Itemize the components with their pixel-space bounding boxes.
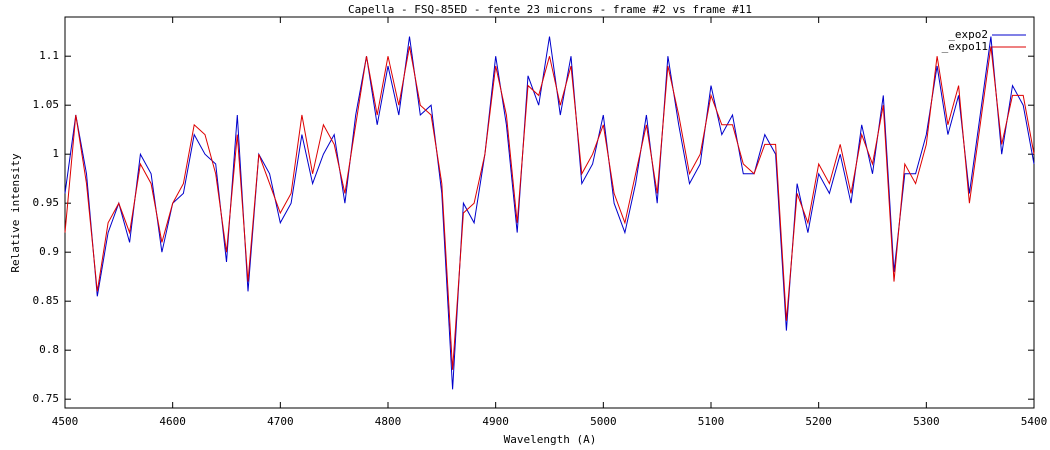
y-tick-label: 1.1 [39,49,59,62]
y-tick-label: 0.9 [39,245,59,258]
x-tick-label: 4800 [375,415,402,428]
x-tick-label: 4600 [159,415,186,428]
x-tick-label: 5200 [805,415,832,428]
x-tick-label: 5300 [913,415,940,428]
y-tick-label: 1 [52,147,59,160]
y-tick-label: 0.95 [33,196,60,209]
x-axis-label: Wavelength (A) [504,433,597,446]
x-tick-label: 4900 [482,415,509,428]
plot-frame [64,16,1035,409]
legend-label: _expo11 [942,40,988,53]
y-tick-label: 0.8 [39,343,59,356]
chart-title: Capella - FSQ-85ED - fente 23 microns - … [348,3,752,16]
y-tick-label: 0.75 [33,392,60,405]
x-tick-label: 5000 [590,415,617,428]
y-tick-label: 0.85 [33,294,60,307]
legend-label: _expo2 [948,28,988,41]
series-line [64,46,1035,370]
x-tick-label: 4500 [52,415,79,428]
x-tick-label: 5400 [1021,415,1048,428]
series-line [64,36,1035,390]
y-axis-label: Relative intensity [9,153,22,273]
x-tick-label: 4700 [267,415,294,428]
x-tick-label: 5100 [698,415,725,428]
y-tick-label: 1.05 [33,98,60,111]
